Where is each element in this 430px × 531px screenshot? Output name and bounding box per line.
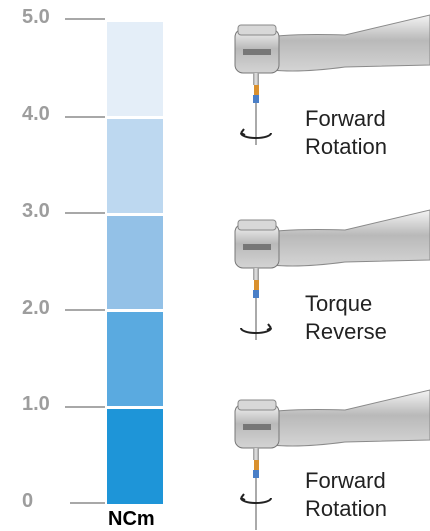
caption-line-2: Rotation	[305, 496, 387, 521]
scale-label-5: 5.0	[22, 6, 50, 28]
tick-3	[65, 212, 105, 214]
scale-label-4: 4.0	[22, 103, 50, 125]
caption-line-1: Forward	[305, 106, 386, 131]
handpiece-illustration-1	[225, 5, 430, 145]
torque-bar-segment	[107, 118, 163, 213]
handpiece-illustration-3	[225, 380, 430, 530]
unit-label: NCm	[108, 508, 155, 530]
caption-line-2: Reverse	[305, 319, 387, 344]
caption-line-1: Forward	[305, 468, 386, 493]
tick-1	[65, 406, 105, 408]
scale-label-0: 0	[22, 490, 34, 512]
caption-line-2: Rotation	[305, 134, 387, 159]
tick-0	[70, 502, 105, 504]
torque-bar-segment	[107, 22, 163, 116]
tick-4	[65, 116, 105, 118]
handpiece-illustration-2	[225, 200, 430, 340]
handpiece-icon	[234, 209, 430, 340]
torque-bar-segment	[107, 312, 163, 407]
caption-forward-rotation-2: Forward Rotation	[305, 467, 387, 523]
scale-label-1: 1.0	[22, 393, 50, 415]
torque-bar-segment	[107, 215, 163, 310]
caption-line-1: Torque	[305, 291, 373, 316]
caption-torque-reverse: Torque Reverse	[305, 290, 387, 346]
scale-label-3: 3.0	[22, 200, 50, 222]
handpiece-icon	[234, 389, 430, 530]
tick-2	[65, 309, 105, 311]
tick-5	[65, 18, 105, 20]
scale-label-2: 2.0	[22, 297, 50, 319]
handpiece-icon	[234, 14, 430, 145]
torque-bar-segment	[107, 409, 163, 504]
caption-forward-rotation-1: Forward Rotation	[305, 105, 387, 161]
